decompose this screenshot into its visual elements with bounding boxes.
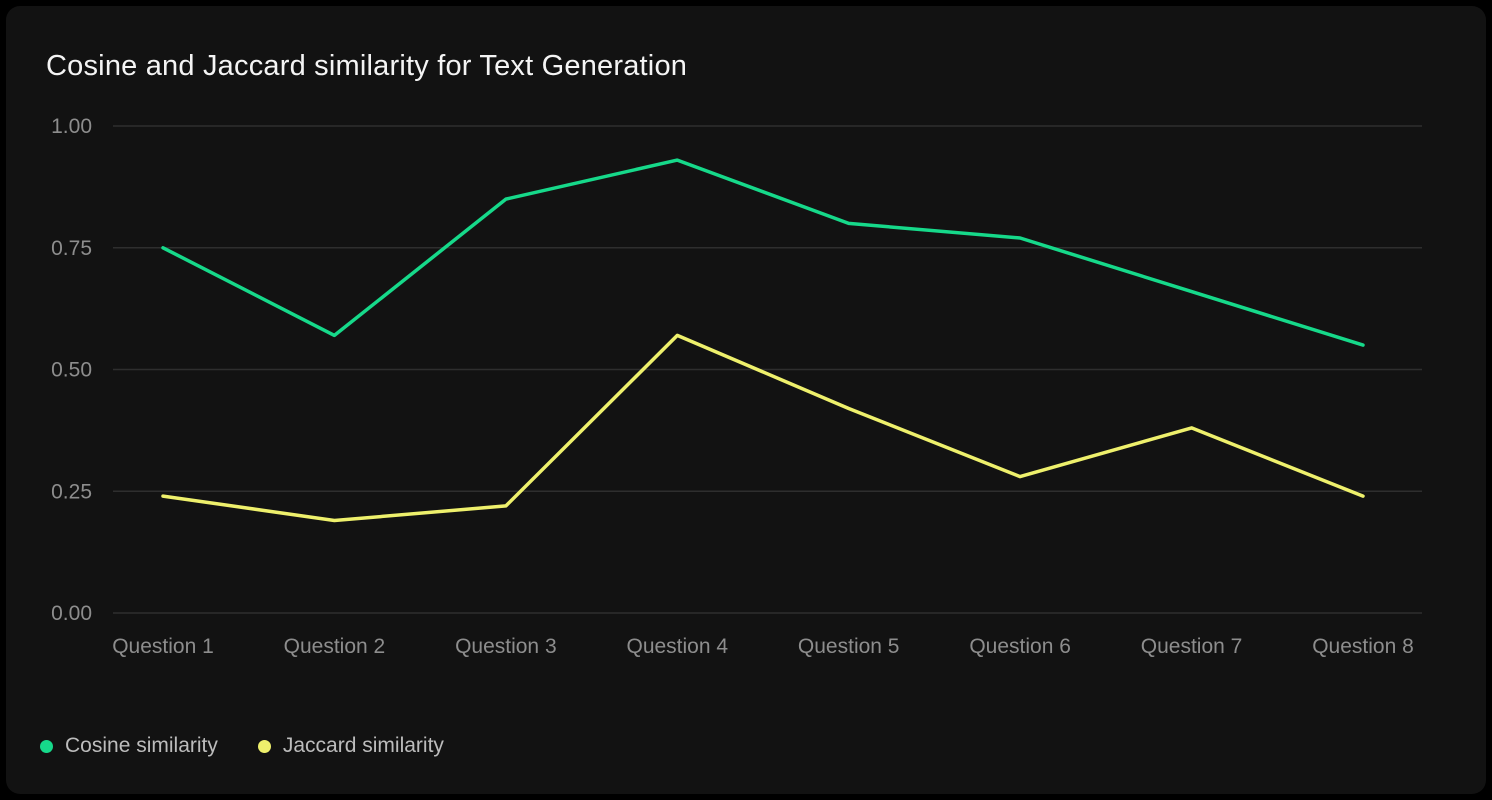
x-axis-tick-label: Question 1 <box>112 635 214 658</box>
x-axis-tick-label: Question 4 <box>626 635 728 658</box>
legend-label-cosine-similarity: Cosine similarity <box>65 734 218 757</box>
y-axis-tick-label: 0.75 <box>51 237 92 260</box>
y-axis-tick-label: 0.50 <box>51 359 92 382</box>
chart-title: Cosine and Jaccard similarity for Text G… <box>46 50 688 82</box>
y-axis-tick-label: 0.00 <box>51 602 92 625</box>
cosine-series-dot-icon <box>40 739 53 753</box>
x-axis-tick-label: Question 2 <box>284 635 386 658</box>
chart-legend: Cosine similarity Jaccard similarity <box>40 734 444 758</box>
x-axis-tick-label: Question 8 <box>1312 635 1414 658</box>
legend-label-jaccard-similarity: Jaccard similarity <box>282 734 444 757</box>
cosine-similarity-line[interactable] <box>161 158 1365 347</box>
x-axis-tick-label: Question 6 <box>969 635 1071 658</box>
jaccard-similarity-line[interactable] <box>161 333 1365 523</box>
x-axis-tick-label: Question 7 <box>1141 635 1243 658</box>
legend-item-cosine-similarity[interactable]: Cosine similarity <box>40 734 218 758</box>
y-axis-tick-label: 0.25 <box>51 480 92 503</box>
legend-item-jaccard-similarity[interactable]: Jaccard similarity <box>257 734 444 758</box>
chart-card: Cosine and Jaccard similarity for Text G… <box>6 6 1486 794</box>
line-chart: 1.00 0.75 0.50 0.25 0.00 Question 1 Question 2… <box>51 115 1422 658</box>
jaccard-series-dot-icon <box>257 739 271 753</box>
y-axis-tick-label: 1.00 <box>51 115 92 138</box>
x-axis-tick-label: Question 3 <box>455 635 557 658</box>
x-axis-tick-label: Question 5 <box>798 635 900 658</box>
